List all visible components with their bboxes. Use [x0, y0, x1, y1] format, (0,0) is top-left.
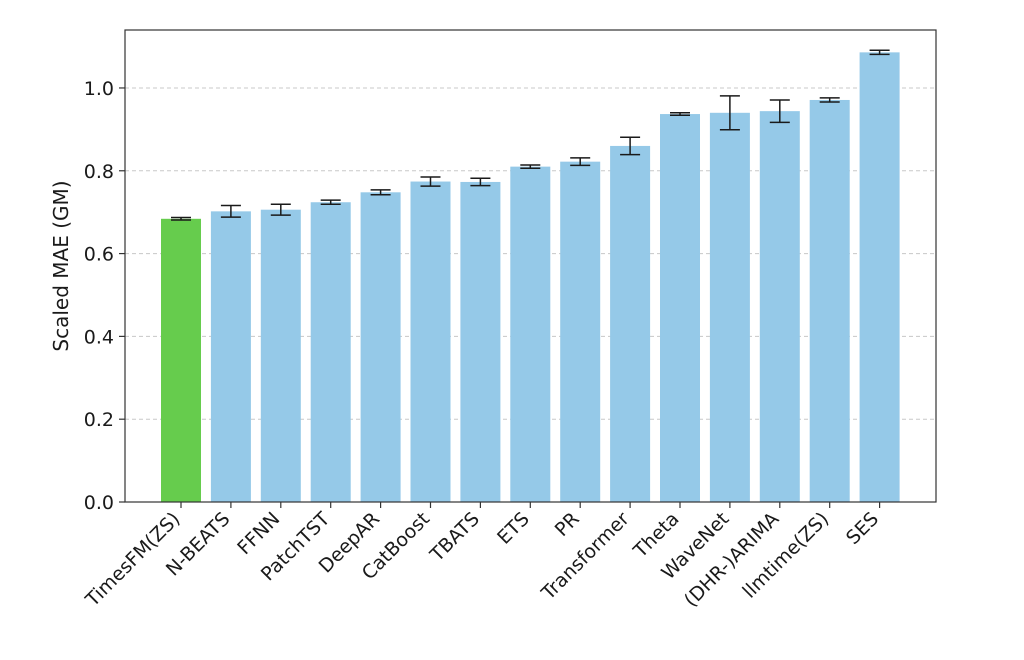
bar: [210, 211, 251, 503]
bar: [510, 166, 551, 502]
x-tick-label: Transformer: [537, 508, 634, 605]
bar: [560, 161, 601, 503]
x-axis-ticks: TimesFM(ZS)N-BEATSFFNNPatchTSTDeepARCatB…: [81, 502, 883, 612]
bar: [859, 52, 900, 502]
y-tick-label: 0.2: [84, 409, 114, 431]
y-tick-label: 0.8: [84, 161, 114, 183]
bar: [310, 202, 351, 503]
y-axis-label: Scaled MAE (GM): [49, 180, 73, 351]
y-tick-label: 0.6: [84, 244, 114, 266]
y-tick-label: 0.0: [84, 492, 114, 514]
x-tick-label: PR: [551, 508, 584, 541]
y-axis-ticks: 0.0 0.2 0.4 0.6 0.8 1.0: [84, 78, 125, 514]
bar: [161, 218, 201, 503]
x-tick-label: ETS: [493, 508, 534, 549]
bar: [410, 181, 451, 502]
bars: [161, 52, 900, 503]
y-tick-label: 1.0: [84, 78, 114, 100]
x-tick-label: TBATS: [425, 508, 484, 567]
bar: [260, 209, 301, 502]
x-tick-label: SES: [842, 508, 883, 549]
error-bars: [171, 49, 890, 221]
bar: [809, 99, 850, 503]
bar: [759, 111, 800, 502]
bar: [360, 192, 401, 502]
bar: [709, 112, 750, 503]
y-tick-label: 0.4: [84, 326, 114, 348]
gridlines: [125, 87, 936, 420]
bar: [460, 181, 501, 503]
bar: [660, 114, 700, 502]
bar: [610, 145, 651, 503]
